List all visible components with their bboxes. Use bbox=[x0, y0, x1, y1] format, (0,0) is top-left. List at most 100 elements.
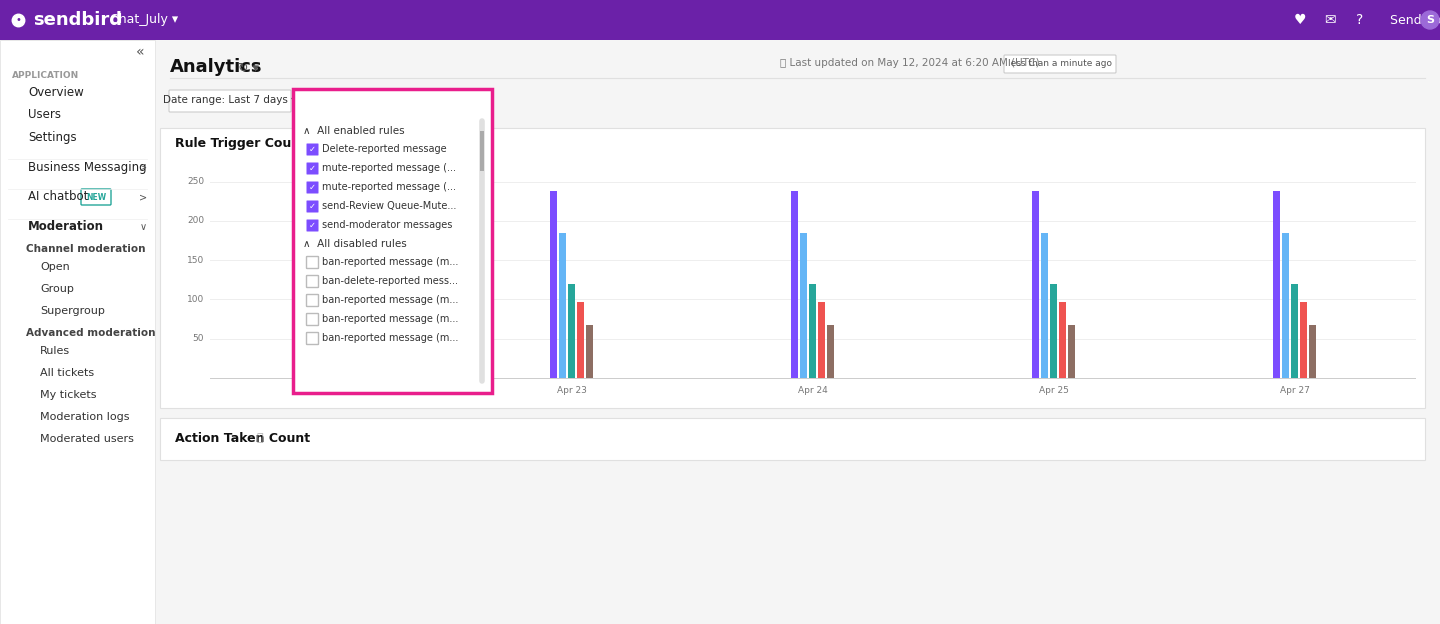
Bar bbox=[1292, 284, 1297, 378]
Text: Sendbird team: Sendbird team bbox=[1390, 14, 1440, 26]
Text: Date range: Last 7 days ▾: Date range: Last 7 days ▾ bbox=[163, 95, 297, 105]
Text: 100: 100 bbox=[187, 295, 204, 304]
Bar bbox=[318, 233, 325, 378]
Bar bbox=[0, 40, 156, 624]
FancyBboxPatch shape bbox=[81, 189, 111, 205]
Text: Moderated users: Moderated users bbox=[40, 434, 134, 444]
Text: Action Taken Count: Action Taken Count bbox=[176, 432, 310, 444]
Bar bbox=[567, 284, 575, 378]
Text: •: • bbox=[14, 15, 22, 25]
Text: Apr 24: Apr 24 bbox=[798, 386, 828, 395]
FancyBboxPatch shape bbox=[168, 90, 291, 112]
FancyBboxPatch shape bbox=[307, 256, 318, 268]
Text: Apr 23: Apr 23 bbox=[557, 386, 586, 395]
Text: ✓: ✓ bbox=[310, 163, 315, 172]
Text: ∧: ∧ bbox=[392, 95, 399, 105]
Bar bbox=[801, 233, 806, 378]
Text: Delete-reported message: Delete-reported message bbox=[323, 144, 446, 154]
Bar bbox=[1050, 284, 1057, 378]
Text: send-moderator messages: send-moderator messages bbox=[323, 220, 452, 230]
Text: S: S bbox=[1426, 15, 1434, 25]
Bar bbox=[818, 302, 825, 378]
Text: All tickets: All tickets bbox=[40, 368, 94, 378]
Text: NEW: NEW bbox=[86, 192, 107, 202]
Text: ban-reported message (m...: ban-reported message (m... bbox=[323, 314, 458, 324]
Text: Rules: Rules bbox=[40, 346, 71, 356]
Text: send-Review Queue-Mute...: send-Review Queue-Mute... bbox=[323, 201, 456, 211]
Text: «: « bbox=[135, 45, 144, 59]
Bar bbox=[1032, 191, 1040, 378]
Text: 150: 150 bbox=[187, 256, 204, 265]
Text: ✉: ✉ bbox=[1325, 13, 1336, 27]
Bar bbox=[550, 191, 557, 378]
Text: sendbird: sendbird bbox=[33, 11, 122, 29]
Bar bbox=[1041, 233, 1048, 378]
Text: ban-delete-reported mess...: ban-delete-reported mess... bbox=[323, 276, 458, 286]
FancyBboxPatch shape bbox=[307, 313, 318, 326]
Bar bbox=[310, 197, 315, 378]
Bar bbox=[791, 191, 798, 378]
Text: AI chatbot: AI chatbot bbox=[27, 190, 88, 203]
Text: 200: 200 bbox=[187, 217, 204, 225]
Text: APPLICATION: APPLICATION bbox=[12, 71, 79, 79]
FancyBboxPatch shape bbox=[300, 90, 406, 112]
Text: ✓: ✓ bbox=[310, 145, 315, 154]
Text: Apr 20: Apr 20 bbox=[315, 386, 346, 395]
Text: Rule Trigger Count: Rule Trigger Count bbox=[176, 137, 305, 150]
Text: 250: 250 bbox=[187, 177, 204, 186]
Text: ∧  All disabled rules: ∧ All disabled rules bbox=[302, 239, 406, 249]
Text: 5: 5 bbox=[380, 95, 386, 104]
Bar bbox=[1058, 302, 1066, 378]
Text: Channel moderation: Channel moderation bbox=[26, 244, 145, 254]
Bar bbox=[1300, 302, 1308, 378]
Text: ban-reported message (m...: ban-reported message (m... bbox=[323, 333, 458, 343]
FancyBboxPatch shape bbox=[292, 89, 492, 393]
Text: Open: Open bbox=[40, 262, 69, 272]
FancyBboxPatch shape bbox=[1004, 55, 1116, 73]
Bar bbox=[1273, 191, 1280, 378]
Circle shape bbox=[1421, 11, 1439, 29]
Text: Apr 25: Apr 25 bbox=[1038, 386, 1068, 395]
Bar bbox=[827, 324, 834, 378]
Text: >: > bbox=[138, 192, 147, 202]
Text: ∨: ∨ bbox=[140, 222, 147, 232]
Text: mute-reported message (...: mute-reported message (... bbox=[323, 182, 456, 192]
FancyBboxPatch shape bbox=[307, 220, 318, 232]
FancyBboxPatch shape bbox=[307, 144, 318, 155]
Text: ↻ ▾: ↻ ▾ bbox=[238, 62, 259, 75]
Bar bbox=[336, 302, 343, 378]
Text: ban-reported message (m...: ban-reported message (m... bbox=[323, 295, 458, 305]
Text: Moderation logs: Moderation logs bbox=[40, 412, 130, 422]
FancyBboxPatch shape bbox=[307, 295, 318, 306]
Bar bbox=[1282, 233, 1289, 378]
Text: Analytics: Analytics bbox=[170, 58, 262, 76]
FancyBboxPatch shape bbox=[307, 276, 318, 288]
Text: My tickets: My tickets bbox=[40, 390, 96, 400]
Bar bbox=[1068, 324, 1076, 378]
Text: Moderation: Moderation bbox=[27, 220, 104, 233]
Text: Chat_July ▾: Chat_July ▾ bbox=[109, 14, 179, 26]
Text: >: > bbox=[138, 162, 147, 172]
FancyBboxPatch shape bbox=[160, 128, 1426, 408]
Bar bbox=[1309, 324, 1316, 378]
Bar bbox=[809, 284, 816, 378]
FancyBboxPatch shape bbox=[307, 200, 318, 213]
FancyBboxPatch shape bbox=[307, 333, 318, 344]
Text: ✓: ✓ bbox=[310, 202, 315, 210]
Text: Users: Users bbox=[27, 109, 60, 122]
Text: ⧖ Last updated on May 12, 2024 at 6:20 AM (UTC): ⧖ Last updated on May 12, 2024 at 6:20 A… bbox=[780, 58, 1040, 68]
Text: Group: Group bbox=[40, 284, 73, 294]
Bar bbox=[577, 302, 585, 378]
Text: Selected rules: Selected rules bbox=[312, 95, 387, 105]
FancyBboxPatch shape bbox=[0, 0, 1440, 40]
Text: mute-reported message (...: mute-reported message (... bbox=[323, 163, 456, 173]
Bar bbox=[586, 324, 593, 378]
Text: ♥: ♥ bbox=[1293, 13, 1306, 27]
Text: ⓘ: ⓘ bbox=[412, 94, 419, 107]
Text: ⓘ: ⓘ bbox=[256, 433, 264, 443]
Text: ✓: ✓ bbox=[310, 220, 315, 230]
Text: ∧  All enabled rules: ∧ All enabled rules bbox=[302, 126, 405, 136]
Text: ban-reported message (m...: ban-reported message (m... bbox=[323, 257, 458, 267]
Text: ✓: ✓ bbox=[310, 182, 315, 192]
Bar bbox=[480, 131, 484, 171]
